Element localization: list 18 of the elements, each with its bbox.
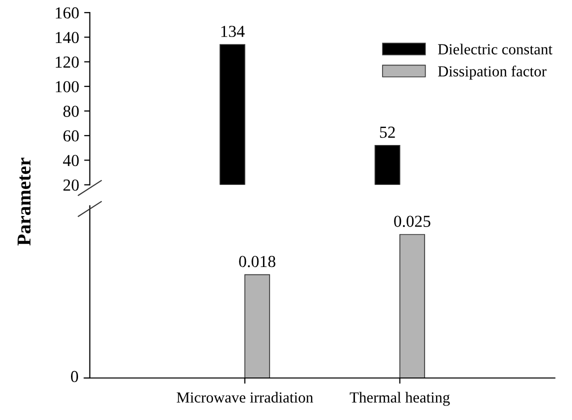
y-tick-label: 160 bbox=[56, 7, 79, 19]
x-tick-label: Thermal heating bbox=[350, 392, 450, 406]
y-tick-label: 120 bbox=[56, 56, 79, 68]
data-label: 52 bbox=[380, 126, 395, 138]
y-tick-label: 60 bbox=[63, 130, 79, 142]
y-tick-label: 40 bbox=[63, 154, 79, 166]
y-tick-label: 100 bbox=[56, 81, 79, 92]
data-label: 0.025 bbox=[394, 216, 430, 228]
legend-label: Dielectric constant bbox=[438, 44, 552, 54]
text: 0 bbox=[70, 370, 78, 382]
y-axis-title: Parameter bbox=[18, 158, 31, 246]
data-label: 134 bbox=[221, 26, 245, 38]
y-tick-label: 140 bbox=[56, 32, 79, 44]
x-tick-label: Microwave irradiation bbox=[176, 392, 314, 403]
y-tick-label: 80 bbox=[63, 106, 79, 117]
y-tick-label: 20 bbox=[63, 180, 79, 191]
legend-label: Dissipation factor bbox=[438, 66, 546, 80]
data-label: 0.018 bbox=[239, 256, 276, 268]
